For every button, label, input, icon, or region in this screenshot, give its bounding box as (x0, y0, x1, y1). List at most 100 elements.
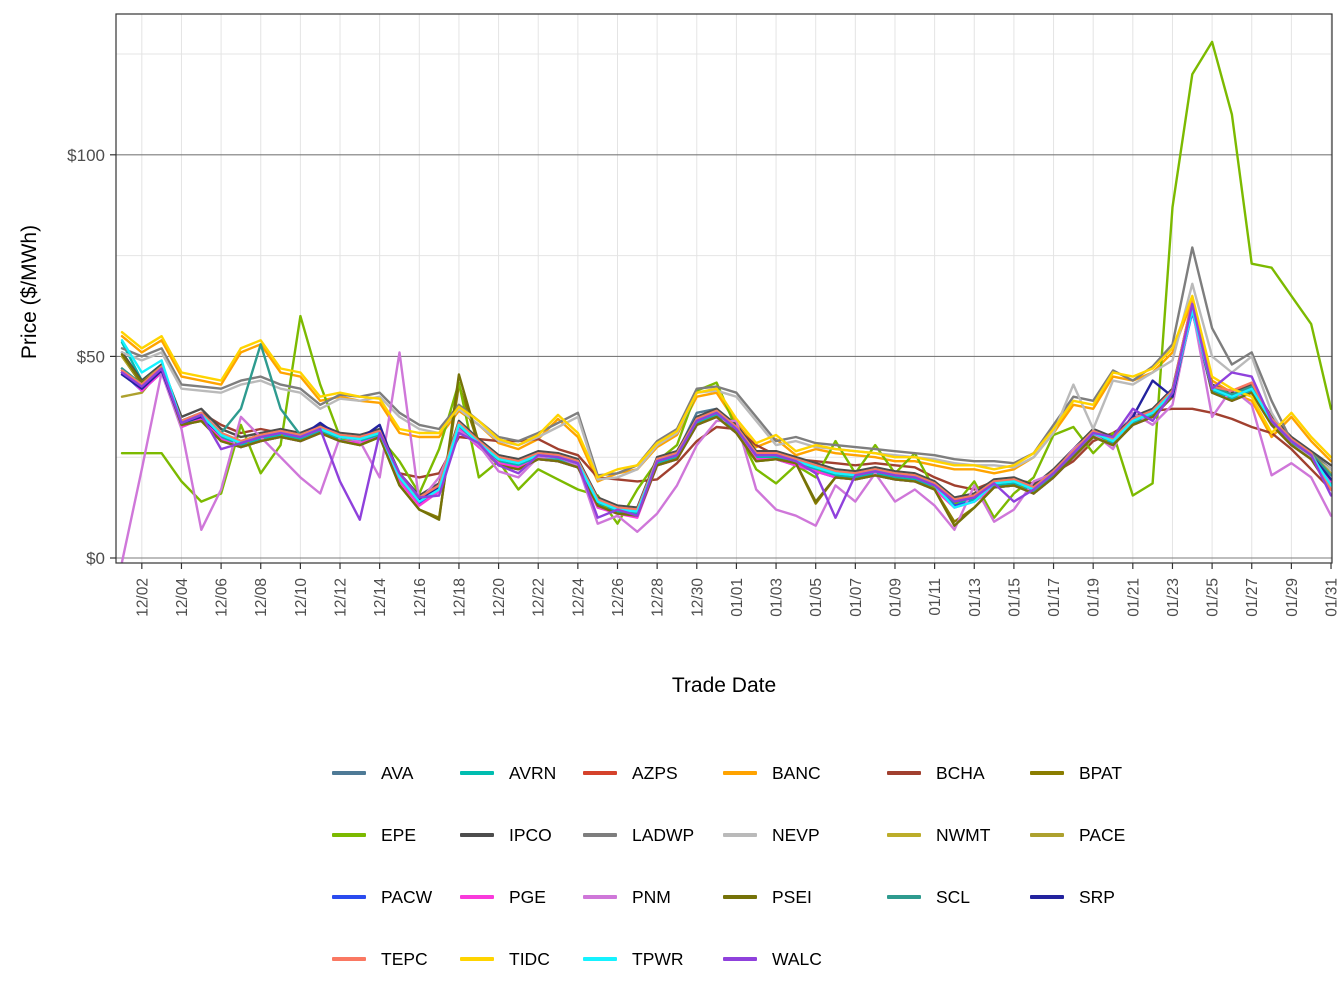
legend-label-PSEI: PSEI (772, 886, 812, 907)
x-tick-label: 12/26 (610, 578, 627, 617)
x-tick-label: 01/05 (808, 578, 825, 617)
series-line-WALC (120, 302, 1333, 521)
legend-key-line-BANC (723, 771, 757, 775)
x-tick-label: 01/09 (887, 578, 904, 617)
legend-key-line-TEPC (332, 957, 366, 961)
legend-key-line-BPAT (1030, 771, 1064, 775)
x-tick-label: 01/01 (729, 578, 746, 617)
legend-key-line-TIDC (460, 957, 494, 961)
legend-label-IPCO: IPCO (509, 824, 552, 845)
legend-item-AVA: AVA (332, 761, 413, 785)
y-tick-label: $50 (77, 347, 105, 366)
legend-item-PACE: PACE (1030, 823, 1125, 847)
x-tick-label: 12/24 (570, 578, 587, 617)
legend-item-AZPS: AZPS (583, 761, 678, 785)
x-tick-label: 01/19 (1086, 578, 1103, 617)
legend-item-EPE: EPE (332, 823, 416, 847)
legend-label-TPWR: TPWR (632, 948, 684, 969)
x-tick-label: 01/15 (1006, 578, 1023, 617)
legend-key-line-PSEI (723, 895, 757, 899)
legend-label-BANC: BANC (772, 762, 821, 783)
price-line-chart: $0 $50 $100 12/02 12/04 12/06 12/08 12/10 12/12 1… (18, 13, 1341, 697)
legend-item-AVRN: AVRN (460, 761, 556, 785)
gridlines (116, 14, 1332, 563)
legend-key-line-AZPS (583, 771, 617, 775)
legend-label-TEPC: TEPC (381, 948, 428, 969)
legend-item-NEVP: NEVP (723, 823, 820, 847)
x-tick-label: 01/21 (1125, 578, 1142, 617)
axis-ticks (110, 154, 1332, 569)
x-tick-label: 01/13 (967, 578, 984, 617)
legend-item-PNM: PNM (583, 885, 671, 909)
legend-item-BCHA: BCHA (887, 761, 985, 785)
series-line-NEVP (120, 282, 1333, 481)
x-tick-label: 12/18 (451, 578, 468, 617)
x-tick-label: 01/03 (769, 578, 786, 617)
x-tick-label: 12/12 (333, 578, 350, 617)
series-line-EPE (120, 40, 1333, 525)
x-tick-label: 01/07 (848, 578, 865, 617)
legend-key-line-PNM (583, 895, 617, 899)
legend-key-line-SRP (1030, 895, 1064, 899)
legend-label-TIDC: TIDC (509, 948, 550, 969)
x-tick-label: 01/11 (927, 578, 944, 616)
legend-label-NEVP: NEVP (772, 824, 820, 845)
legend-label-BCHA: BCHA (936, 762, 985, 783)
legend-item-SCL: SCL (887, 885, 970, 909)
legend-key-line-IPCO (460, 833, 494, 837)
x-tick-label: 12/22 (531, 578, 548, 617)
legend-item-TPWR: TPWR (583, 947, 684, 971)
legend-label-SRP: SRP (1079, 886, 1115, 907)
x-tick-label: 12/28 (650, 578, 667, 617)
legend-item-NWMT: NWMT (887, 823, 990, 847)
x-tick-label: 12/30 (689, 578, 706, 617)
legend-key-line-PACE (1030, 833, 1064, 837)
x-tick-label: 12/04 (174, 578, 191, 617)
legend-key-line-PGE (460, 895, 494, 899)
legend-item-PACW: PACW (332, 885, 432, 909)
legend-item-TEPC: TEPC (332, 947, 428, 971)
legend-label-BPAT: BPAT (1079, 762, 1123, 783)
series-line-AVRN (120, 308, 1333, 515)
legend-key-line-NEVP (723, 833, 757, 837)
panel-border (115, 13, 1333, 564)
series-line-LADWP (120, 246, 1333, 477)
legend-key-line-NWMT (887, 833, 921, 837)
legend-item-PSEI: PSEI (723, 885, 812, 909)
legend-key-line-AVA (332, 771, 366, 775)
legend-key-line-EPE (332, 833, 366, 837)
series-line-TEPC (120, 298, 1333, 511)
legend-label-AZPS: AZPS (632, 762, 678, 783)
legend-label-PACE: PACE (1079, 824, 1126, 845)
legend-label-SCL: SCL (936, 886, 971, 907)
legend-item-TIDC: TIDC (460, 947, 550, 971)
legend-key-line-BCHA (887, 771, 921, 775)
series-line-TIDC (120, 294, 1333, 479)
y-tick-label: $0 (86, 549, 105, 568)
legend-key-line-TPWR (583, 957, 617, 961)
legend-key-line-SCL (887, 895, 921, 899)
x-tick-label: 12/16 (412, 578, 429, 617)
x-axis-title: Trade Date (672, 674, 776, 697)
legend-label-AVA: AVA (381, 762, 414, 783)
x-tick-label: 01/31 (1324, 578, 1341, 617)
legend-item-BPAT: BPAT (1030, 761, 1122, 785)
x-tick-label: 12/10 (293, 578, 310, 617)
legend-item-IPCO: IPCO (460, 823, 552, 847)
y-axis-title: Price ($/MWh) (18, 225, 41, 359)
legend-item-PGE: PGE (460, 885, 546, 909)
axis-tick-labels: $0 $50 $100 12/02 12/04 12/06 12/08 12/10 12/12 1… (67, 146, 1340, 617)
legend-item-BANC: BANC (723, 761, 821, 785)
x-tick-label: 12/14 (372, 578, 389, 617)
legend-key-line-LADWP (583, 833, 617, 837)
legend-item-WALC: WALC (723, 947, 822, 971)
x-tick-label: 01/27 (1244, 578, 1261, 617)
legend-label-PGE: PGE (509, 886, 546, 907)
legend-item-SRP: SRP (1030, 885, 1115, 909)
x-tick-label: 12/02 (134, 578, 151, 617)
y-tick-label: $100 (67, 146, 105, 165)
legend-label-NWMT: NWMT (936, 824, 991, 845)
legend-label-PACW: PACW (381, 886, 433, 907)
legend-key-line-WALC (723, 957, 757, 961)
